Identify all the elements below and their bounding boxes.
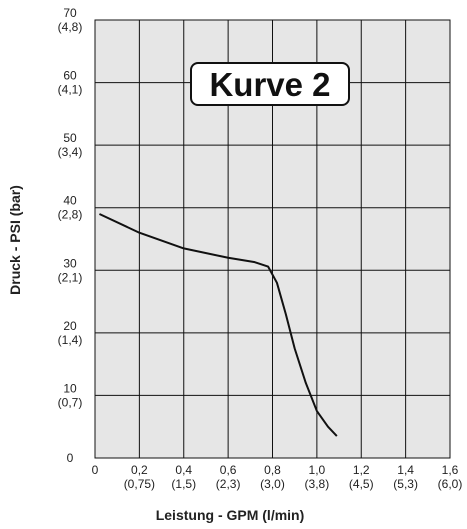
x-tick-label: 1,0 (3,8) [305,463,330,491]
annotation-box [190,62,350,106]
x-tick-label: 1,4 (5,3) [393,463,418,491]
x-tick-label: 1,6 (6,0) [438,463,463,491]
y-tick-label: 0 [67,451,74,465]
x-tick-label: 0,2 (0,75) [124,463,155,491]
x-tick-label: 0,4 (1,5) [171,463,196,491]
y-tick-label: 40 (2,8) [58,194,83,222]
y-tick-label: 50 (3,4) [58,131,83,159]
annotation: Kurve 2 [209,66,330,103]
x-tick-label: 0 [92,463,99,477]
x-tick-label: 1,2 (4,5) [349,463,374,491]
x-tick-label: 0,6 (2,3) [216,463,241,491]
y-tick-label: 20 (1,4) [58,319,83,347]
x-tick-label: 0,8 (3,0) [260,463,285,491]
y-tick-label: 30 (2,1) [58,256,83,284]
y-tick-label: 70 (4,8) [58,6,83,34]
line [99,213,338,437]
y-tick-label: 10 (0,7) [58,381,83,409]
y-axis-label: Druck - PSI (bar) [7,185,23,295]
plot-border [94,19,451,459]
y-tick-label: 60 (4,1) [58,69,83,97]
x-axis-label: Leistung - GPM (l/min) [156,507,305,523]
